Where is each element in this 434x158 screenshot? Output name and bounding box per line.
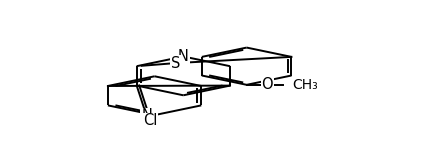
Text: N: N — [141, 108, 152, 123]
Text: N: N — [178, 49, 189, 64]
Text: S: S — [171, 56, 180, 71]
Text: CH₃: CH₃ — [292, 78, 318, 92]
Text: Cl: Cl — [143, 113, 158, 128]
Text: O: O — [262, 77, 273, 92]
